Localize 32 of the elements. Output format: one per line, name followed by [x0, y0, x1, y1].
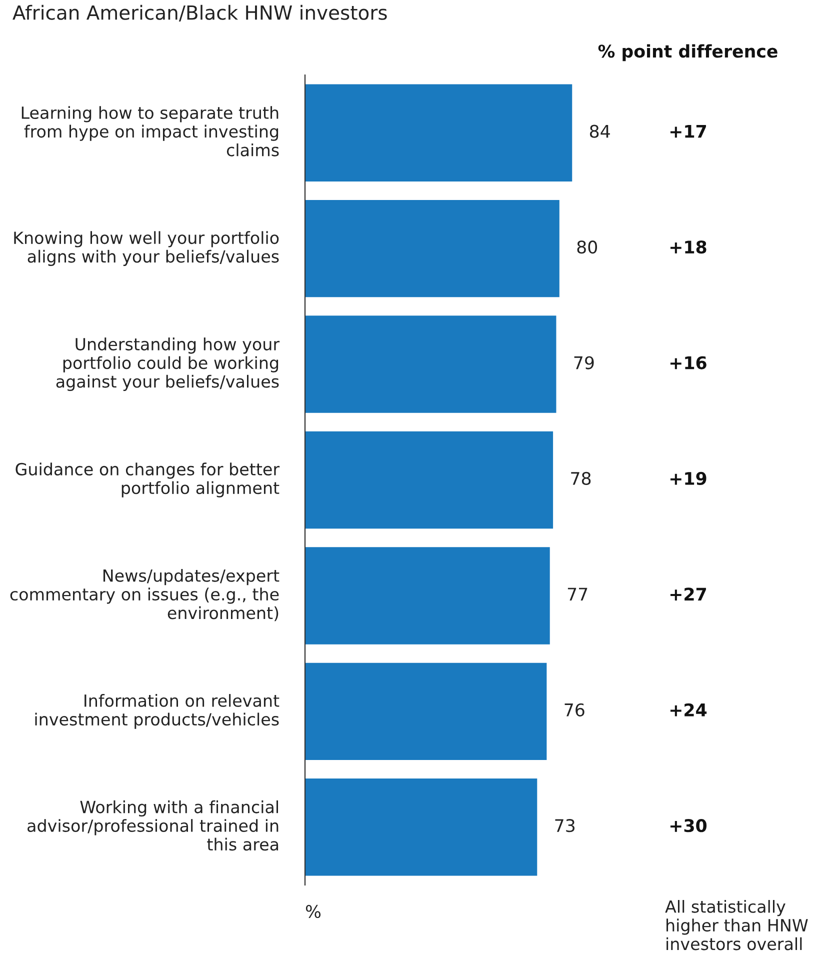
data-label: 73 [555, 819, 575, 832]
bar [305, 431, 554, 529]
data-label: 79 [574, 356, 594, 370]
data-label: 80 [577, 240, 598, 254]
bar [305, 662, 547, 760]
text: +19 [670, 472, 706, 486]
text: % point difference [598, 44, 778, 62]
y-tick-label: Learning how to separate truth from hype on impact investing claims [22, 106, 279, 156]
bar [305, 547, 550, 644]
text: +30 [670, 819, 707, 832]
chart-title: African American/Black HNW investors [12, 4, 387, 22]
text: % [306, 904, 321, 918]
bar [305, 200, 560, 298]
data-label: 78 [571, 472, 591, 486]
data-label: 84 [590, 124, 610, 138]
text: +27 [670, 588, 706, 601]
data-label: 76 [564, 703, 584, 716]
bar [305, 316, 556, 413]
data-label: 77 [568, 588, 588, 601]
text: +17 [670, 124, 706, 138]
y-tick-label: Understanding how your portfolio could be working against your beliefs/values [56, 338, 280, 392]
y-tick-label: Guidance on changes for better portfolio alignment [16, 462, 280, 498]
y-tick-label: Knowing how well your portfolio aligns with your beliefs/values [14, 231, 279, 266]
y-tick-label: Working with a financial advisor/professional trained in this area [28, 800, 278, 851]
y-tick-label: Information on relevant investment products/vehicles [35, 694, 280, 729]
bar [305, 84, 572, 182]
y-tick-label: News/updates/expert commentary on issues (e.g., the environment) [10, 568, 280, 622]
bar [305, 778, 538, 876]
text: +24 [670, 703, 707, 716]
text: +18 [670, 240, 706, 254]
text: +16 [670, 356, 706, 370]
text: All statistically higher than HNW investors overall [665, 900, 808, 950]
